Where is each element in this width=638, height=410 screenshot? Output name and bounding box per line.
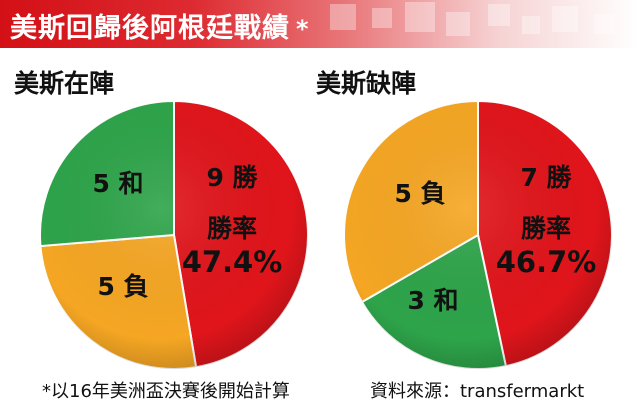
- chart-title-left: 美斯在陣: [14, 69, 115, 98]
- slice-label: 7 勝: [520, 163, 572, 192]
- win-rate-label: 勝率: [207, 214, 257, 243]
- banner-decoration: [522, 16, 540, 34]
- banner-decoration: [405, 2, 435, 32]
- pie-shading: [344, 101, 612, 369]
- win-rate-value: 47.4%: [182, 245, 283, 279]
- banner-decoration: [594, 14, 614, 34]
- footnote: *以16年美洲盃決賽後開始計算: [42, 381, 290, 402]
- banner-decoration: [446, 12, 470, 36]
- source-credit: 資料來源：transfermarkt: [370, 381, 585, 402]
- slice-label: 3 和: [407, 286, 458, 315]
- banner-decoration: [372, 8, 392, 28]
- slice-label: 5 負: [97, 272, 148, 301]
- slice-label: 9 勝: [206, 163, 258, 192]
- banner-decoration: [488, 4, 510, 26]
- page-title: 美斯回歸後阿根廷戰績 *: [10, 6, 310, 45]
- title-banner: 美斯回歸後阿根廷戰績 *: [0, 0, 638, 48]
- title-asterisk: *: [296, 15, 310, 43]
- title-text: 美斯回歸後阿根廷戰績: [10, 13, 290, 44]
- pie-shading: [40, 101, 308, 369]
- win-rate-label: 勝率: [521, 214, 571, 243]
- slice-label: 5 和: [92, 169, 143, 198]
- banner-decoration: [330, 4, 356, 30]
- banner-decoration: [552, 6, 578, 32]
- chart-title-right: 美斯缺陣: [316, 69, 417, 98]
- slice-label: 5 負: [394, 179, 445, 208]
- win-rate-value: 46.7%: [496, 245, 597, 279]
